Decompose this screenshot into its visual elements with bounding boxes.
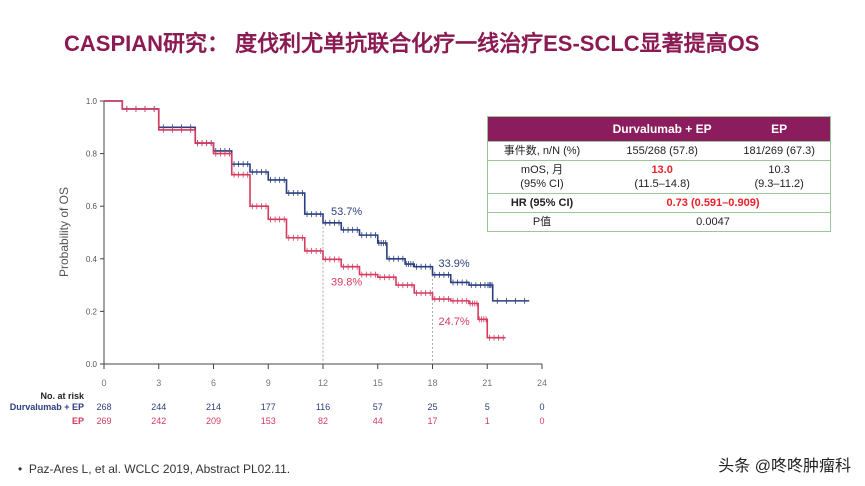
y-axis-label: Probability of OS (57, 187, 71, 277)
risk-count: 57 (373, 402, 383, 412)
cell: 10.3 (768, 164, 790, 176)
x-tick-label: 18 (427, 378, 437, 388)
risk-count: 44 (373, 416, 383, 426)
cell: 0.73 (0.591–0.909) (596, 193, 831, 213)
slide-title: CASPIAN研究： 度伐利尤单抗联合化疗一线治疗ES-SCLC显著提高OS (64, 31, 760, 56)
km-curve-durvalumab (104, 100, 530, 302)
y-tick-label: 0.4 (86, 255, 98, 264)
x-tick-label: 15 (373, 378, 383, 388)
x-tick-label: 12 (318, 378, 328, 388)
risk-count: 0 (539, 416, 544, 426)
watermark: 头条 @咚咚肿瘤科 (718, 458, 851, 475)
survival-annotation: 33.9% (439, 258, 470, 270)
row-label: mOS, 月 (520, 164, 564, 176)
risk-row-label: Durvalumab + EP (10, 402, 84, 412)
table-row: P值 0.0047 (487, 212, 831, 232)
cell: 0.0047 (596, 212, 831, 232)
y-tick-label: 1.0 (86, 97, 98, 106)
reference: • Paz-Ares L, et al. WCLC 2019, Abstract… (18, 462, 291, 476)
row-label: (95% CI) (520, 178, 564, 190)
y-tick-label: 0.2 (86, 307, 98, 316)
risk-count: 17 (427, 416, 437, 426)
row-label: HR (95% CI) (487, 193, 597, 213)
x-tick-label: 21 (482, 378, 492, 388)
risk-row-label: EP (72, 416, 84, 426)
risk-count: 25 (427, 402, 437, 412)
risk-count: 242 (151, 416, 166, 426)
survival-annotation: 53.7% (331, 206, 362, 218)
table-row: 事件数, n/N (%) 155/268 (57.8) 181/269 (67.3) (487, 141, 831, 161)
y-tick-label: 0.0 (86, 360, 98, 369)
risk-count: 269 (96, 416, 111, 426)
survival-annotation: 24.7% (439, 316, 470, 328)
cell: (11.5–14.8) (634, 178, 690, 190)
x-tick-label: 0 (101, 378, 106, 388)
risk-count: 244 (151, 402, 166, 412)
risk-count: 177 (261, 402, 276, 412)
table-row: mOS, 月 (95% CI) 13.0 (11.5–14.8) 10.3 (9.3–11… (487, 160, 831, 194)
row-label: P值 (487, 212, 597, 232)
risk-count: 209 (206, 416, 221, 426)
table-header-blank (487, 116, 597, 142)
x-tick-label: 6 (211, 378, 216, 388)
y-tick-label: 0.8 (86, 150, 98, 159)
results-table: Durvalumab + EP EP 事件数, n/N (%) 155/268 (5… (487, 116, 831, 232)
risk-count: 214 (206, 402, 221, 412)
risk-count: 5 (485, 402, 490, 412)
risk-count: 268 (96, 402, 111, 412)
risk-count: 0 (539, 402, 544, 412)
table-row: HR (95% CI) 0.73 (0.591–0.909) (487, 193, 831, 213)
survival-annotation: 39.8% (331, 276, 362, 288)
reference-text: Paz-Ares L, et al. WCLC 2019, Abstract P… (28, 462, 291, 476)
table-header-ep: EP (728, 116, 831, 142)
row-label: 事件数, n/N (%) (487, 141, 597, 161)
cell: 13.0 (651, 164, 673, 176)
x-tick-label: 24 (537, 378, 547, 388)
risk-table-title: No. at risk (40, 391, 85, 401)
x-tick-label: 3 (156, 378, 161, 388)
y-tick-label: 0.6 (86, 202, 98, 211)
km-curve-ep (104, 100, 506, 339)
cell: 181/269 (67.3) (728, 141, 831, 161)
risk-count: 153 (261, 416, 276, 426)
risk-count: 1 (485, 416, 490, 426)
x-tick-label: 9 (266, 378, 271, 388)
table-header-durva: Durvalumab + EP (596, 116, 729, 142)
cell: 155/268 (57.8) (596, 141, 729, 161)
cell: (9.3–11.2) (754, 178, 804, 190)
risk-count: 82 (318, 416, 328, 426)
risk-count: 116 (316, 402, 330, 412)
